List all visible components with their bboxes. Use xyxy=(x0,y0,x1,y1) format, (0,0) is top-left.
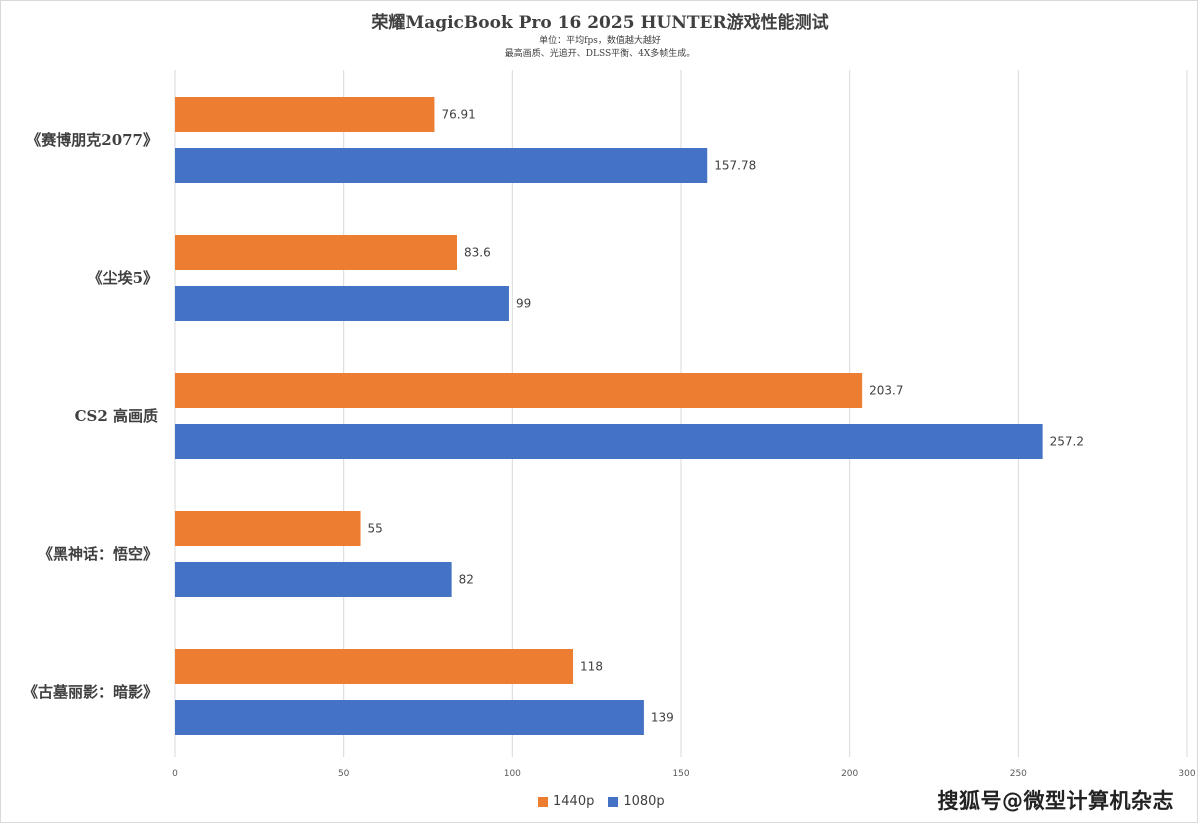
bar-1440p xyxy=(175,649,574,684)
x-tick-label: 200 xyxy=(841,769,858,779)
watermark: 搜狐号@微型计算机杂志 xyxy=(937,789,1174,813)
category-label: 《黑神话：悟空》 xyxy=(38,545,158,563)
category-label: 《古墓丽影：暗影》 xyxy=(23,683,158,701)
chart-subtitle-unit: 单位：平均fps，数值越大越好 xyxy=(539,36,661,46)
chart-subtitle-settings: 最高画质、光追开、DLSS平衡、4X多帧生成。 xyxy=(504,49,696,59)
bar-1080p xyxy=(175,700,644,735)
bar-1080p xyxy=(175,562,452,597)
category-label: 《赛博朋克2077》 xyxy=(26,131,158,149)
x-tick-label: 300 xyxy=(1178,769,1195,779)
bar-1080p xyxy=(175,424,1043,459)
data-label: 83.6 xyxy=(464,246,491,260)
bar-1080p xyxy=(175,148,708,183)
legend-item-1440p: 1440p xyxy=(538,794,594,809)
data-label: 82 xyxy=(459,573,474,587)
x-tick-label: 150 xyxy=(672,769,689,779)
legend-label-1080p: 1080p xyxy=(623,794,665,809)
data-label: 55 xyxy=(368,522,383,536)
legend-swatch-1440p xyxy=(538,796,548,807)
data-label: 257.2 xyxy=(1050,435,1084,449)
data-label: 76.91 xyxy=(441,108,475,122)
data-label: 99 xyxy=(516,297,531,311)
x-tick-label: 0 xyxy=(172,769,178,779)
data-label: 139 xyxy=(651,711,674,725)
legend-item-1080p: 1080p xyxy=(608,794,665,809)
legend-swatch-1080p xyxy=(608,796,619,807)
x-tick-label: 250 xyxy=(1010,769,1027,779)
bar-1080p xyxy=(175,286,509,321)
legend-label-1440p: 1440p xyxy=(553,794,595,809)
chart-legend: 1440p 1080p xyxy=(538,794,665,809)
x-tick-label: 50 xyxy=(338,769,350,779)
data-label: 157.78 xyxy=(714,159,756,173)
bar-1440p xyxy=(175,97,435,132)
bar-1440p xyxy=(175,373,863,408)
bar-1440p xyxy=(175,235,458,270)
data-label: 118 xyxy=(580,660,603,674)
category-label: CS2 高画质 xyxy=(75,407,158,425)
x-tick-label: 100 xyxy=(504,769,521,779)
category-label: 《尘埃5》 xyxy=(88,269,158,287)
data-label: 203.7 xyxy=(869,384,903,398)
chart-title: 荣耀MagicBook Pro 16 2025 HUNTER游戏性能测试 xyxy=(371,13,829,33)
bar-1440p xyxy=(175,511,361,546)
